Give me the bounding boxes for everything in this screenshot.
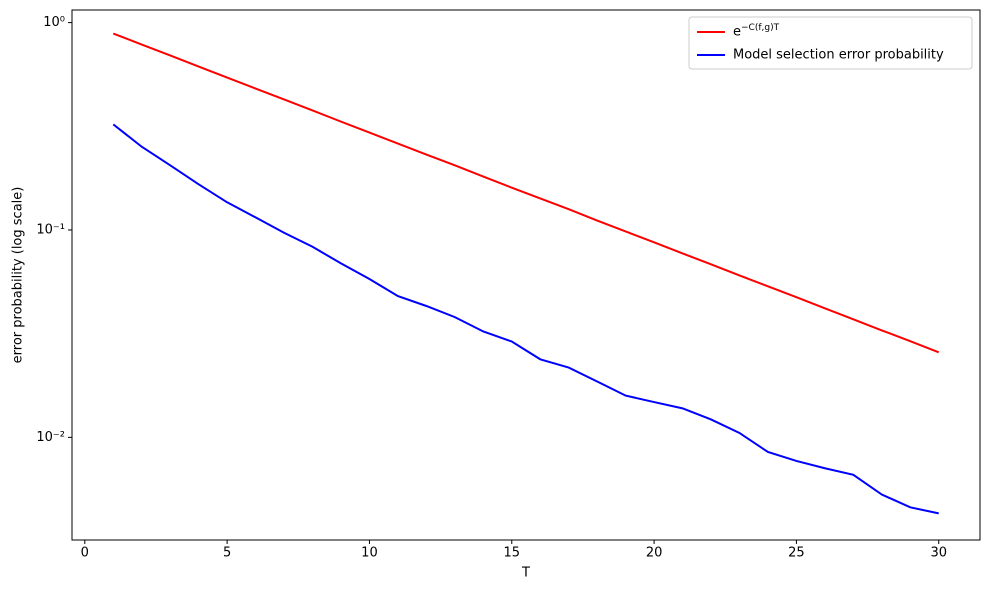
legend-box bbox=[688, 16, 973, 70]
y-tick-label: 10⁻¹ bbox=[36, 222, 65, 237]
x-tick-label: 25 bbox=[788, 546, 805, 561]
y-tick-label: 10⁻² bbox=[36, 430, 65, 445]
x-tick-label: 30 bbox=[930, 546, 947, 561]
y-axis-label: error probability (log scale) bbox=[11, 187, 26, 364]
x-tick-label: 20 bbox=[646, 546, 663, 561]
y-tick-label: 10⁰ bbox=[43, 15, 65, 30]
x-tick-label: 0 bbox=[81, 546, 89, 561]
data-line bbox=[112, 123, 939, 515]
plot-frame bbox=[71, 9, 981, 541]
x-tick-label: 5 bbox=[223, 546, 231, 561]
x-tick-label: 10 bbox=[361, 546, 378, 561]
x-tick-label: 15 bbox=[503, 546, 520, 561]
data-line bbox=[112, 32, 940, 354]
x-axis-label: T bbox=[521, 566, 530, 581]
legend-label: Model selection error probability bbox=[733, 48, 944, 63]
